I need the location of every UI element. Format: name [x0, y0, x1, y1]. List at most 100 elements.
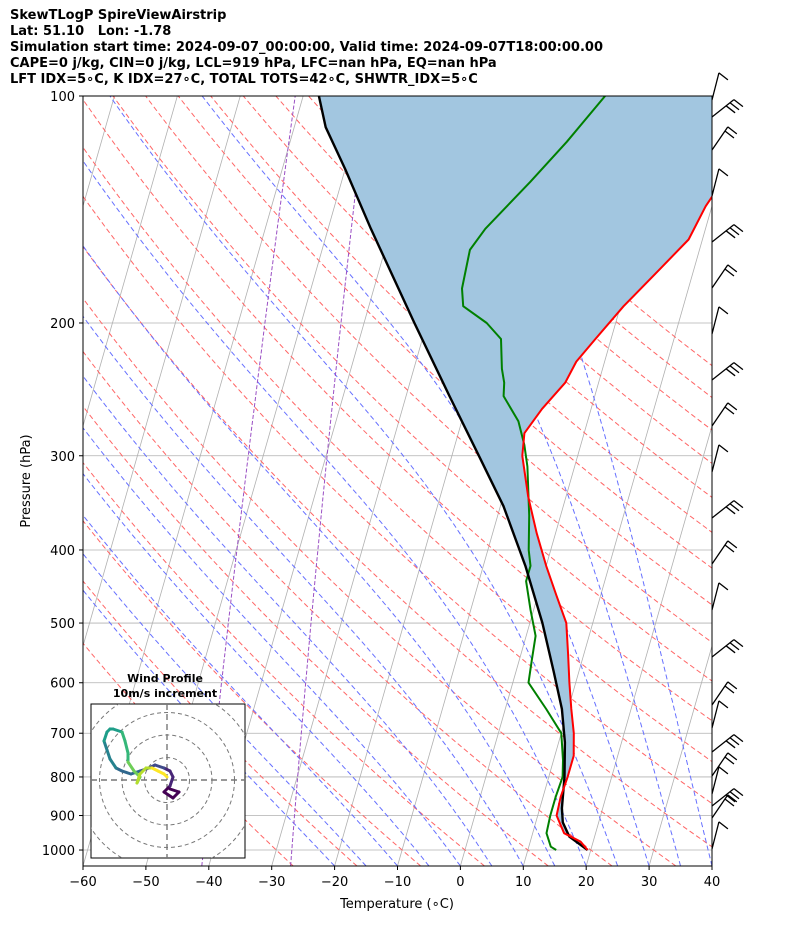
- barb-flag: [725, 645, 736, 654]
- barb-flag: [727, 126, 738, 135]
- barb-shaft: [711, 821, 720, 850]
- barb-flag: [733, 500, 744, 509]
- x-tick-label: 20: [578, 875, 595, 890]
- barb-flag: [727, 540, 738, 549]
- barb-flag: [725, 230, 736, 239]
- cape-shading: [318, 96, 712, 850]
- barb-shaft: [711, 500, 735, 519]
- x-tick-label: 40: [704, 875, 721, 890]
- background-lines: [83, 96, 712, 866]
- axis-ticks: −60 −50 −40 −30 −20 −10 0 10 20 30 40 100 200 300 400 5…: [42, 90, 720, 890]
- parcel-line: [317, 96, 589, 851]
- barb-850: [711, 752, 738, 777]
- y-tick-label: 200: [50, 317, 75, 332]
- hodograph-segment: [108, 757, 118, 770]
- hodograph-segment: [126, 760, 136, 773]
- moist-adiabat: [83, 427, 461, 866]
- isotherm-line: [585, 424, 712, 866]
- barb-flag: [718, 700, 729, 709]
- barb-shaft: [711, 306, 720, 335]
- moist-adiabat: [83, 375, 493, 866]
- barb-flag: [729, 227, 740, 236]
- barb-flag: [724, 130, 735, 139]
- barb-flag: [729, 365, 740, 374]
- barb-550: [711, 540, 738, 565]
- barb-shaft: [711, 72, 720, 101]
- barb-shaft: [711, 582, 720, 611]
- barb-shaft: [711, 99, 735, 118]
- dry-adiabat: [83, 520, 422, 866]
- moist-adiabat: [83, 514, 398, 866]
- barb-700: [711, 681, 738, 706]
- y-tick-label: 1000: [42, 844, 75, 859]
- hodograph-segment: [135, 772, 142, 785]
- inset-subtitle: 10m/s increment: [113, 687, 217, 700]
- barb-130: [711, 99, 744, 118]
- barb-flag: [733, 734, 744, 743]
- barb-flag: [733, 639, 744, 648]
- hodograph-segment: [168, 775, 175, 788]
- dry-adiabat: [83, 350, 613, 866]
- barb-flag: [725, 794, 736, 803]
- hodograph-segment: [102, 739, 109, 752]
- dry-adiabat: [83, 461, 485, 866]
- moist-adiabat: [83, 552, 367, 866]
- barb-flag: [729, 503, 740, 512]
- moist-adiabat: [466, 96, 712, 866]
- hodograph-segment: [123, 739, 130, 755]
- barb-flag: [725, 368, 736, 377]
- isotherm-line: [522, 204, 712, 866]
- barb-shaft: [711, 766, 720, 795]
- barb-flag: [724, 544, 735, 553]
- isotherm-line: [83, 96, 178, 428]
- barb-flag: [727, 752, 738, 761]
- stability-line: CAPE=0 j/kg, CIN=0 j/kg, LCL=919 hPa, LF…: [10, 56, 497, 71]
- barb-flag: [718, 306, 729, 315]
- dry-adiabat: [145, 96, 712, 644]
- barb-flag: [718, 766, 729, 775]
- y-tick-label: 800: [50, 771, 75, 786]
- inset-plot: [91, 704, 245, 858]
- barb-flag: [733, 362, 744, 371]
- inset-title: Wind Profile: [127, 672, 203, 685]
- barb-shaft: [711, 264, 729, 289]
- hodograph-segment: [162, 790, 175, 800]
- barb-shaft: [711, 639, 735, 658]
- barb-600: [711, 582, 729, 611]
- y-tick-label: 500: [50, 617, 75, 632]
- barb-flag: [729, 737, 740, 746]
- barb-flag: [725, 740, 736, 749]
- barb-500: [711, 500, 744, 519]
- y-tick-label: 700: [50, 727, 75, 742]
- chart-title: SkewTLogP SpireViewAirstrip: [10, 8, 227, 23]
- x-tick-label: 30: [641, 875, 658, 890]
- y-tick-label: 900: [50, 810, 75, 825]
- barb-flag: [724, 268, 735, 277]
- hodograph-segment: [120, 730, 127, 743]
- inset-frame: [90, 703, 246, 859]
- barb-1000: [711, 821, 729, 850]
- isotherm-line: [648, 644, 712, 866]
- barb-flag: [727, 681, 738, 690]
- barb-250: [711, 264, 738, 289]
- cape-cin-shading: [318, 96, 712, 850]
- dewpoint-line: [461, 96, 606, 851]
- wind-barbs: [711, 72, 744, 850]
- barb-flag: [733, 788, 744, 797]
- barb-400: [711, 402, 738, 427]
- dry-adiabat: [340, 96, 712, 431]
- y-tick-label: 100: [50, 90, 75, 105]
- barb-shaft: [711, 540, 729, 565]
- isotherm-line: [83, 96, 241, 648]
- hodograph-segment: [162, 772, 169, 779]
- y-axis-label: Pressure (hPa): [19, 434, 34, 527]
- barb-650: [711, 639, 744, 658]
- moist-adiabat: [109, 96, 619, 866]
- barb-flag: [727, 264, 738, 273]
- x-tick-label: −20: [321, 875, 348, 890]
- barb-flag: [724, 798, 735, 807]
- x-tick-label: 10: [515, 875, 532, 890]
- barb-flag: [718, 168, 729, 177]
- mixing-ratio-line: [201, 96, 296, 866]
- barb-450: [711, 444, 729, 473]
